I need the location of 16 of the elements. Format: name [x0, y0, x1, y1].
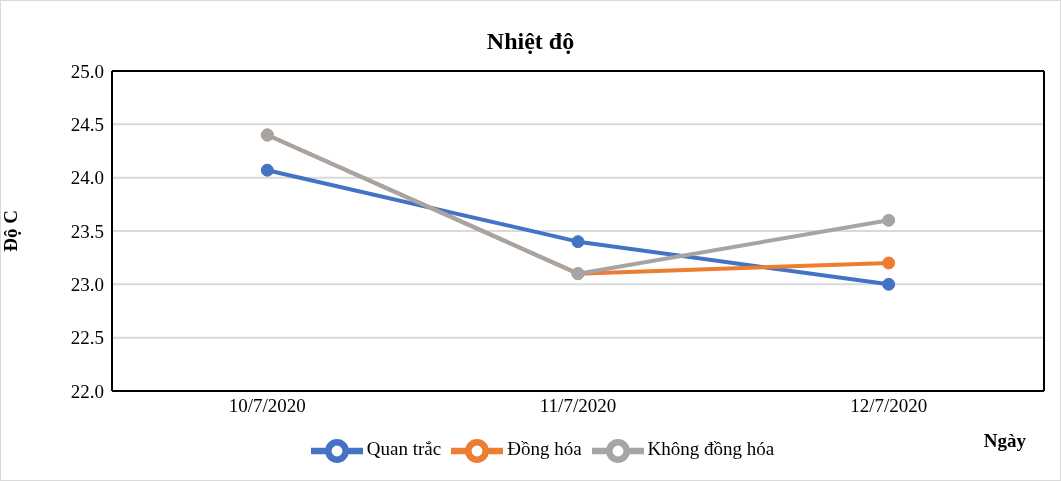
x-tick-label: 11/7/2020	[539, 395, 617, 417]
x-tick-label: 10/7/2020	[228, 395, 306, 417]
y-tick-label: 25.0	[70, 60, 104, 82]
y-tick-label: 24.0	[70, 167, 104, 189]
y-tick-label: 22.0	[70, 380, 104, 402]
legend-label: Đồng hóa	[507, 438, 582, 460]
legend-label: Không đồng hóa	[647, 438, 775, 460]
y-tick-label: 22.5	[70, 327, 104, 349]
chart-title: Nhiệt độ	[485, 28, 576, 55]
y-axis-title: Độ C	[0, 210, 21, 252]
y-tick-label: 23.0	[70, 274, 104, 296]
x-tick-label: 12/7/2020	[850, 395, 928, 417]
y-tick-label: 24.5	[70, 114, 104, 136]
legend-label: Quan trắc	[366, 438, 442, 460]
x-axis-title: Ngày	[983, 430, 1027, 451]
y-tick-label: 23.5	[70, 220, 104, 242]
